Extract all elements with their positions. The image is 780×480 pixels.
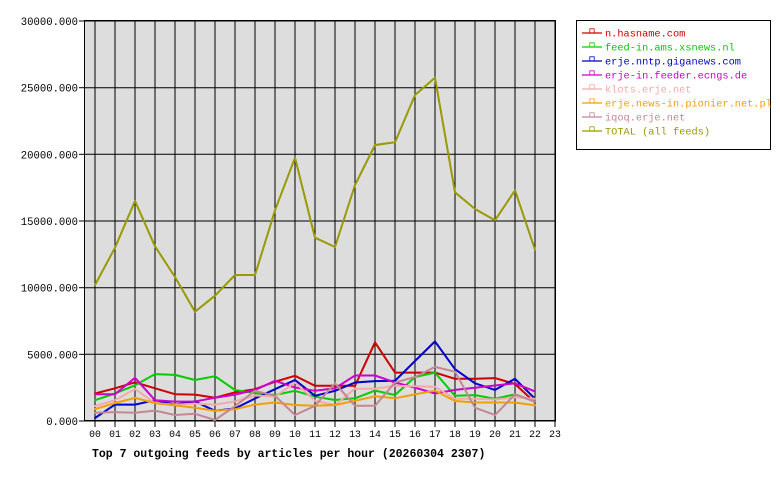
svg-text:feed-in.ams.xsnews.nl: feed-in.ams.xsnews.nl [605,43,735,55]
svg-text:14: 14 [369,429,381,440]
svg-text:22: 22 [529,429,541,440]
svg-text:04: 04 [169,429,181,440]
svg-text:erje.news-in.pionier.net.pl: erje.news-in.pionier.net.pl [605,99,772,111]
svg-text:06: 06 [209,429,221,440]
svg-text:21: 21 [509,429,521,440]
svg-text:15000.000: 15000.000 [21,217,78,229]
svg-text:01: 01 [109,429,121,440]
svg-text:11: 11 [309,429,321,440]
svg-text:03: 03 [149,429,161,440]
svg-text:25000.000: 25000.000 [21,84,78,96]
svg-text:07: 07 [229,429,241,440]
svg-text:iqoq.erje.net: iqoq.erje.net [605,113,685,125]
svg-text:30000.000: 30000.000 [21,17,78,29]
svg-text:20000.000: 20000.000 [21,150,78,162]
svg-text:klots.erje.net: klots.erje.net [605,85,692,97]
svg-text:0.000: 0.000 [46,417,78,429]
svg-text:20: 20 [489,429,501,440]
svg-text:12: 12 [329,429,341,440]
svg-text:TOTAL (all feeds): TOTAL (all feeds) [605,127,710,139]
svg-text:Top 7 outgoing feeds by articl: Top 7 outgoing feeds by articles per hou… [92,448,485,461]
svg-text:erje.nntp.giganews.com: erje.nntp.giganews.com [605,57,741,69]
svg-text:5000.000: 5000.000 [27,350,78,362]
svg-text:15: 15 [389,429,401,440]
svg-text:10000.000: 10000.000 [21,284,78,296]
svg-text:08: 08 [249,429,261,440]
svg-text:05: 05 [189,429,201,440]
svg-text:13: 13 [349,429,361,440]
svg-text:18: 18 [449,429,461,440]
svg-text:00: 00 [89,429,101,440]
svg-text:16: 16 [409,429,421,440]
svg-text:09: 09 [269,429,281,440]
svg-text:02: 02 [129,429,141,440]
svg-text:10: 10 [289,429,301,440]
svg-text:23: 23 [549,429,561,440]
svg-text:erje-in.feeder.ecngs.de: erje-in.feeder.ecngs.de [605,71,747,83]
svg-text:17: 17 [429,429,441,440]
svg-text:19: 19 [469,429,481,440]
svg-text:n.hasname.com: n.hasname.com [605,29,685,41]
